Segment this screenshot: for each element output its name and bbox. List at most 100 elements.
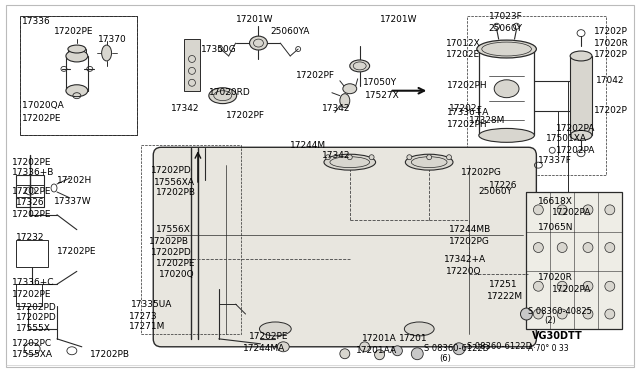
- Bar: [184, 39, 200, 91]
- Bar: [20, 16, 138, 135]
- Text: 17273: 17273: [129, 311, 158, 321]
- Ellipse shape: [570, 131, 592, 140]
- Text: 25060Y: 25060Y: [489, 24, 523, 33]
- Text: 17020Q: 17020Q: [159, 270, 195, 279]
- Text: 17020R: 17020R: [538, 273, 573, 282]
- Ellipse shape: [605, 281, 615, 291]
- Text: 17202PG: 17202PG: [461, 168, 502, 177]
- Ellipse shape: [340, 349, 350, 359]
- Text: 17271M: 17271M: [129, 323, 166, 331]
- Ellipse shape: [557, 309, 567, 319]
- Ellipse shape: [494, 80, 519, 98]
- Ellipse shape: [324, 154, 376, 170]
- Text: 17202PC: 17202PC: [12, 339, 52, 348]
- Text: 17202ғ: 17202ғ: [449, 104, 483, 113]
- Ellipse shape: [520, 308, 532, 320]
- Text: 17202PB: 17202PB: [156, 189, 196, 198]
- Ellipse shape: [326, 155, 330, 160]
- Text: VG30DTT: VG30DTT: [532, 331, 583, 341]
- Ellipse shape: [533, 309, 543, 319]
- Text: 17012X: 17012X: [446, 39, 481, 48]
- Ellipse shape: [277, 342, 289, 352]
- Bar: [16, 175, 44, 207]
- Ellipse shape: [583, 243, 593, 253]
- Text: 17556X: 17556X: [156, 225, 191, 234]
- Ellipse shape: [447, 155, 451, 160]
- Text: 17350G: 17350G: [201, 45, 237, 54]
- Ellipse shape: [259, 322, 291, 336]
- Text: 17202PD: 17202PD: [16, 312, 57, 321]
- Ellipse shape: [557, 205, 567, 215]
- Ellipse shape: [427, 155, 431, 160]
- Ellipse shape: [533, 243, 543, 253]
- Text: 17202PH: 17202PH: [447, 120, 488, 129]
- Ellipse shape: [479, 128, 534, 142]
- Text: S 08360-6122D: S 08360-6122D: [467, 342, 532, 351]
- Text: 17202P: 17202P: [594, 106, 628, 115]
- Text: 17202P: 17202P: [594, 27, 628, 36]
- Text: 17065N: 17065N: [538, 223, 574, 232]
- Text: 17244MB: 17244MB: [449, 225, 492, 234]
- Ellipse shape: [533, 205, 543, 215]
- Text: 17342: 17342: [171, 104, 200, 113]
- Text: 17020R: 17020R: [594, 39, 629, 48]
- Bar: [527, 192, 621, 329]
- Text: 17220Q: 17220Q: [446, 267, 481, 276]
- Text: 17202PD: 17202PD: [16, 302, 57, 312]
- Text: 17202PE: 17202PE: [12, 187, 52, 196]
- Text: 17202H: 17202H: [57, 176, 92, 185]
- Text: (6): (6): [439, 354, 451, 363]
- Text: 17527X: 17527X: [365, 91, 399, 100]
- Text: 17202PF: 17202PF: [226, 111, 265, 120]
- Ellipse shape: [340, 94, 350, 108]
- Text: 17201A: 17201A: [362, 334, 396, 343]
- Text: 17202PA: 17202PA: [556, 124, 596, 133]
- Ellipse shape: [407, 155, 412, 160]
- Bar: [467, 16, 606, 175]
- Ellipse shape: [557, 281, 567, 291]
- Ellipse shape: [343, 84, 356, 94]
- Ellipse shape: [583, 281, 593, 291]
- Text: 17042: 17042: [596, 76, 625, 85]
- Text: 17222M: 17222M: [487, 292, 523, 301]
- Text: (2): (2): [544, 317, 556, 326]
- Text: 17202PB: 17202PB: [149, 237, 189, 246]
- Text: 17202PA: 17202PA: [556, 146, 596, 155]
- Text: 17020​QA: 17020​QA: [22, 101, 64, 110]
- Text: A·70° 0 33: A·70° 0 33: [529, 344, 569, 353]
- Text: 17201AA: 17201AA: [356, 346, 397, 355]
- Text: 17202PE: 17202PE: [248, 332, 288, 341]
- Text: 17342: 17342: [322, 104, 351, 113]
- Ellipse shape: [477, 40, 536, 58]
- Text: 17555X: 17555X: [16, 324, 51, 333]
- Text: 25060YA: 25060YA: [270, 27, 310, 36]
- Text: 17202PB: 17202PB: [90, 350, 130, 359]
- Bar: [16, 284, 42, 306]
- Text: 17251: 17251: [489, 280, 517, 289]
- Text: 17202PE: 17202PE: [22, 114, 61, 123]
- Text: 17202PD: 17202PD: [151, 166, 192, 174]
- Text: 17023F: 17023F: [489, 12, 522, 21]
- Text: 17232: 17232: [16, 233, 45, 242]
- Ellipse shape: [605, 309, 615, 319]
- Text: 25060Y: 25060Y: [479, 187, 513, 196]
- Text: 17202PG: 17202PG: [449, 237, 490, 246]
- Text: 17202PF: 17202PF: [296, 71, 335, 80]
- Text: 17555XA: 17555XA: [12, 350, 53, 359]
- Text: 17342+A: 17342+A: [444, 255, 486, 264]
- Ellipse shape: [412, 348, 423, 360]
- Text: 17556XA: 17556XA: [154, 177, 195, 186]
- Text: 17342: 17342: [322, 151, 351, 160]
- Text: 17326: 17326: [16, 198, 45, 207]
- Text: 17202PE: 17202PE: [54, 27, 93, 36]
- Text: 17336: 17336: [22, 17, 51, 26]
- Ellipse shape: [369, 155, 374, 160]
- Text: 17226: 17226: [489, 180, 517, 189]
- Ellipse shape: [66, 50, 88, 62]
- Ellipse shape: [374, 350, 385, 360]
- Text: 17202PE: 17202PE: [12, 158, 52, 167]
- Text: 17202PA: 17202PA: [552, 285, 591, 294]
- Text: 17337F: 17337F: [538, 156, 572, 165]
- Text: 17202E: 17202E: [446, 51, 480, 60]
- Text: 17202PD: 17202PD: [151, 248, 192, 257]
